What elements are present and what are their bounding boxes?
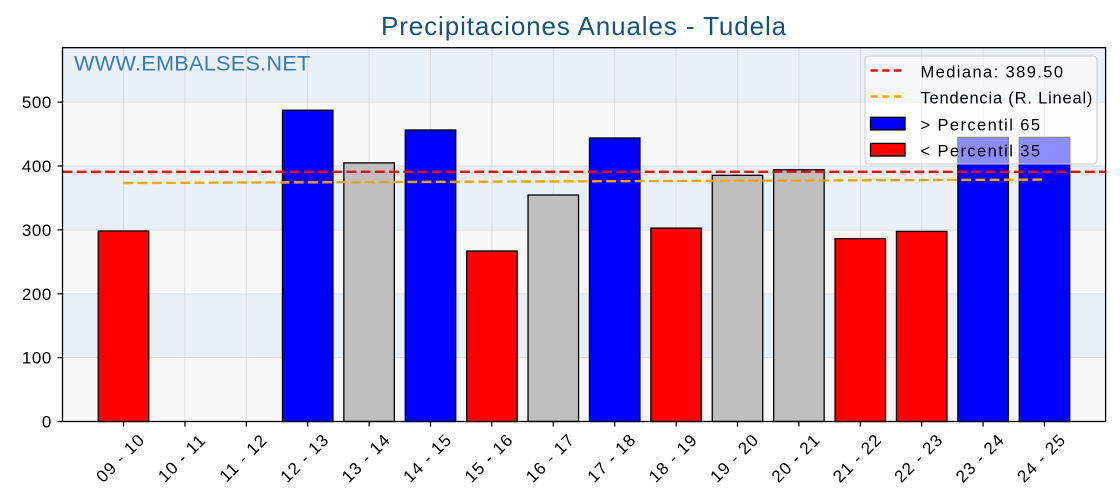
svg-text:Tendencia (R. Lineal): Tendencia (R. Lineal) xyxy=(921,89,1094,107)
svg-text:400: 400 xyxy=(22,157,52,176)
svg-text:WWW.EMBALSES.NET: WWW.EMBALSES.NET xyxy=(74,51,311,76)
svg-text:100: 100 xyxy=(22,349,52,368)
svg-text:< Percentil 35: < Percentil 35 xyxy=(921,143,1042,161)
svg-text:Precipitaciones Anuales - Tude: Precipitaciones Anuales - Tudela xyxy=(381,11,787,41)
svg-text:500: 500 xyxy=(22,93,52,112)
svg-text:200: 200 xyxy=(22,285,52,304)
svg-text:0: 0 xyxy=(42,413,52,432)
svg-text:Mediana: 389.50: Mediana: 389.50 xyxy=(921,63,1065,81)
svg-text:300: 300 xyxy=(22,221,52,240)
svg-text:> Percentil 65: > Percentil 65 xyxy=(921,116,1042,134)
